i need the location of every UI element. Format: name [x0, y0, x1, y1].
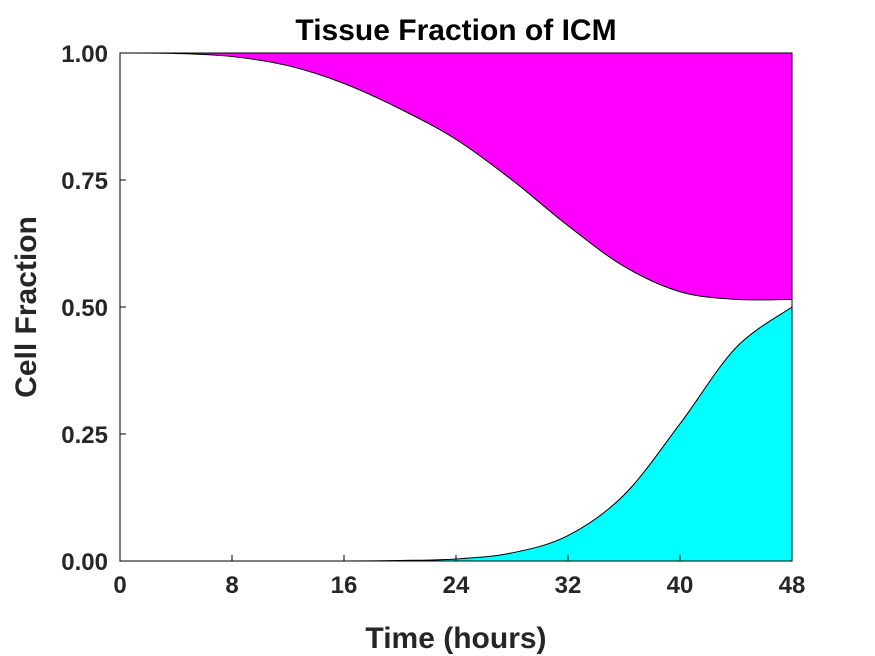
- y-tick-label: 0.50: [61, 295, 108, 322]
- x-tick-label: 8: [225, 572, 238, 599]
- y-tick-label: 1.00: [61, 41, 108, 68]
- x-tick-label: 32: [555, 572, 582, 599]
- y-tick-label: 0.25: [61, 422, 108, 449]
- area-series-2: [119, 52, 793, 301]
- y-tick-label: 0.00: [61, 549, 108, 576]
- x-tick-label: 48: [779, 572, 806, 599]
- chart-areas: [119, 52, 793, 562]
- x-tick-label: 24: [443, 572, 470, 599]
- y-axis-ticks: 0.00 0.25 0.50 0.75 1.00: [61, 41, 126, 576]
- x-tick-label: 0: [113, 572, 126, 599]
- x-axis-label: Time (hours): [365, 622, 546, 655]
- area-series-1: [120, 306, 793, 562]
- y-axis-label: Cell Fraction: [10, 216, 43, 398]
- chart-title: Tissue Fraction of ICM: [295, 14, 616, 47]
- y-tick-label: 0.75: [61, 168, 108, 195]
- x-axis-ticks: 0 8 16 24 32 40 48: [113, 555, 805, 599]
- x-tick-label: 40: [667, 572, 694, 599]
- x-tick-label: 16: [331, 572, 358, 599]
